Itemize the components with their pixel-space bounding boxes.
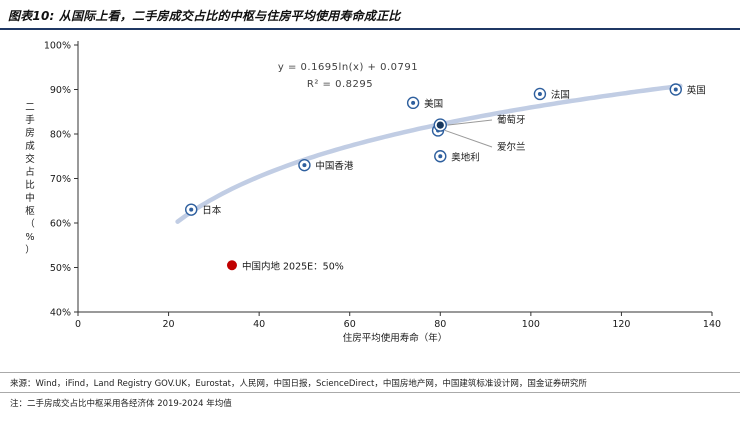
x-tick-label: 100: [522, 319, 540, 330]
point-label: 爱尔兰: [497, 141, 526, 153]
point-label: 葡萄牙: [497, 114, 526, 126]
point-label: 中国香港: [315, 160, 354, 172]
y-axis-title-char: 占: [25, 166, 35, 178]
y-tick-label: 70%: [50, 174, 71, 185]
y-tick-label: 80%: [50, 130, 71, 141]
point-marker-core: [537, 91, 542, 96]
point-marker-core: [436, 121, 444, 129]
point-marker-core: [673, 87, 678, 92]
y-axis-title-char: 枢: [25, 205, 35, 217]
highlight-marker: [226, 260, 237, 271]
y-tick-label: 100%: [44, 41, 71, 52]
x-tick-label: 140: [703, 319, 721, 330]
figure-title: 图表10: 从国际上看，二手房成交占比的中枢与住房平均使用寿命成正比: [8, 9, 401, 23]
y-axis-title-char: %: [25, 232, 34, 243]
point-marker-core: [302, 163, 307, 168]
y-axis-title-char: 中: [25, 192, 35, 204]
x-axis-title: 住房平均使用寿命（年）: [343, 332, 448, 344]
y-tick-label: 40%: [50, 308, 71, 319]
x-tick-label: 60: [344, 319, 356, 330]
x-tick-label: 20: [163, 319, 175, 330]
figure-header: 图表10: 从国际上看，二手房成交占比的中枢与住房平均使用寿命成正比: [0, 0, 740, 30]
x-tick-label: 80: [434, 319, 446, 330]
point-label: 美国: [424, 98, 443, 110]
figure-footer: 来源：Wind，iFind，Land Registry GOV.UK，Euros…: [0, 372, 740, 412]
point-label: 英国: [687, 85, 706, 97]
y-axis-title-char: 交: [25, 153, 35, 165]
y-axis-title-char: 比: [25, 179, 35, 191]
y-axis-title-char: 房: [25, 127, 35, 139]
chart-area: 0 20 40 60 80 100 120 140 40% 50% 60% 70% 80% 90% 100%…: [0, 30, 740, 360]
point-marker-core: [411, 100, 416, 105]
y-axis-title-char: 二: [25, 102, 35, 113]
leader-line: [447, 119, 493, 126]
y-tick-label: 90%: [50, 85, 71, 96]
point-label: 奥地利: [451, 151, 480, 163]
y-axis-title-char: 成: [25, 140, 35, 152]
scatter-chart: 0 20 40 60 80 100 120 140 40% 50% 60% 70% 80% 90% 100%…: [25, 41, 721, 345]
r-squared-text: R² = 0.8295: [307, 79, 373, 90]
point-label: 法国: [551, 89, 570, 101]
y-axis-title-char: 手: [25, 114, 35, 126]
source-note: 来源：Wind，iFind，Land Registry GOV.UK，Euros…: [0, 372, 740, 392]
equation-text: y = 0.1695ln(x) + 0.0791: [278, 62, 418, 73]
trend-line: [175, 83, 683, 224]
x-tick-label: 120: [612, 319, 630, 330]
x-tick-label: 40: [253, 319, 265, 330]
y-tick-label: 50%: [50, 263, 71, 274]
method-note: 注：二手房成交占比中枢采用各经济体 2019-2024 年均值: [0, 392, 740, 412]
x-tick-label: 0: [75, 319, 81, 330]
highlight-label: 中国内地 2025E：50%: [242, 260, 344, 272]
point-marker-core: [438, 154, 443, 159]
point-marker-core: [189, 207, 194, 212]
y-axis-title-char: （: [25, 218, 35, 230]
y-tick-label: 60%: [50, 219, 71, 230]
leader-line: [444, 129, 493, 148]
y-axis-title-char: ）: [25, 244, 35, 256]
point-label: 日本: [202, 205, 222, 217]
